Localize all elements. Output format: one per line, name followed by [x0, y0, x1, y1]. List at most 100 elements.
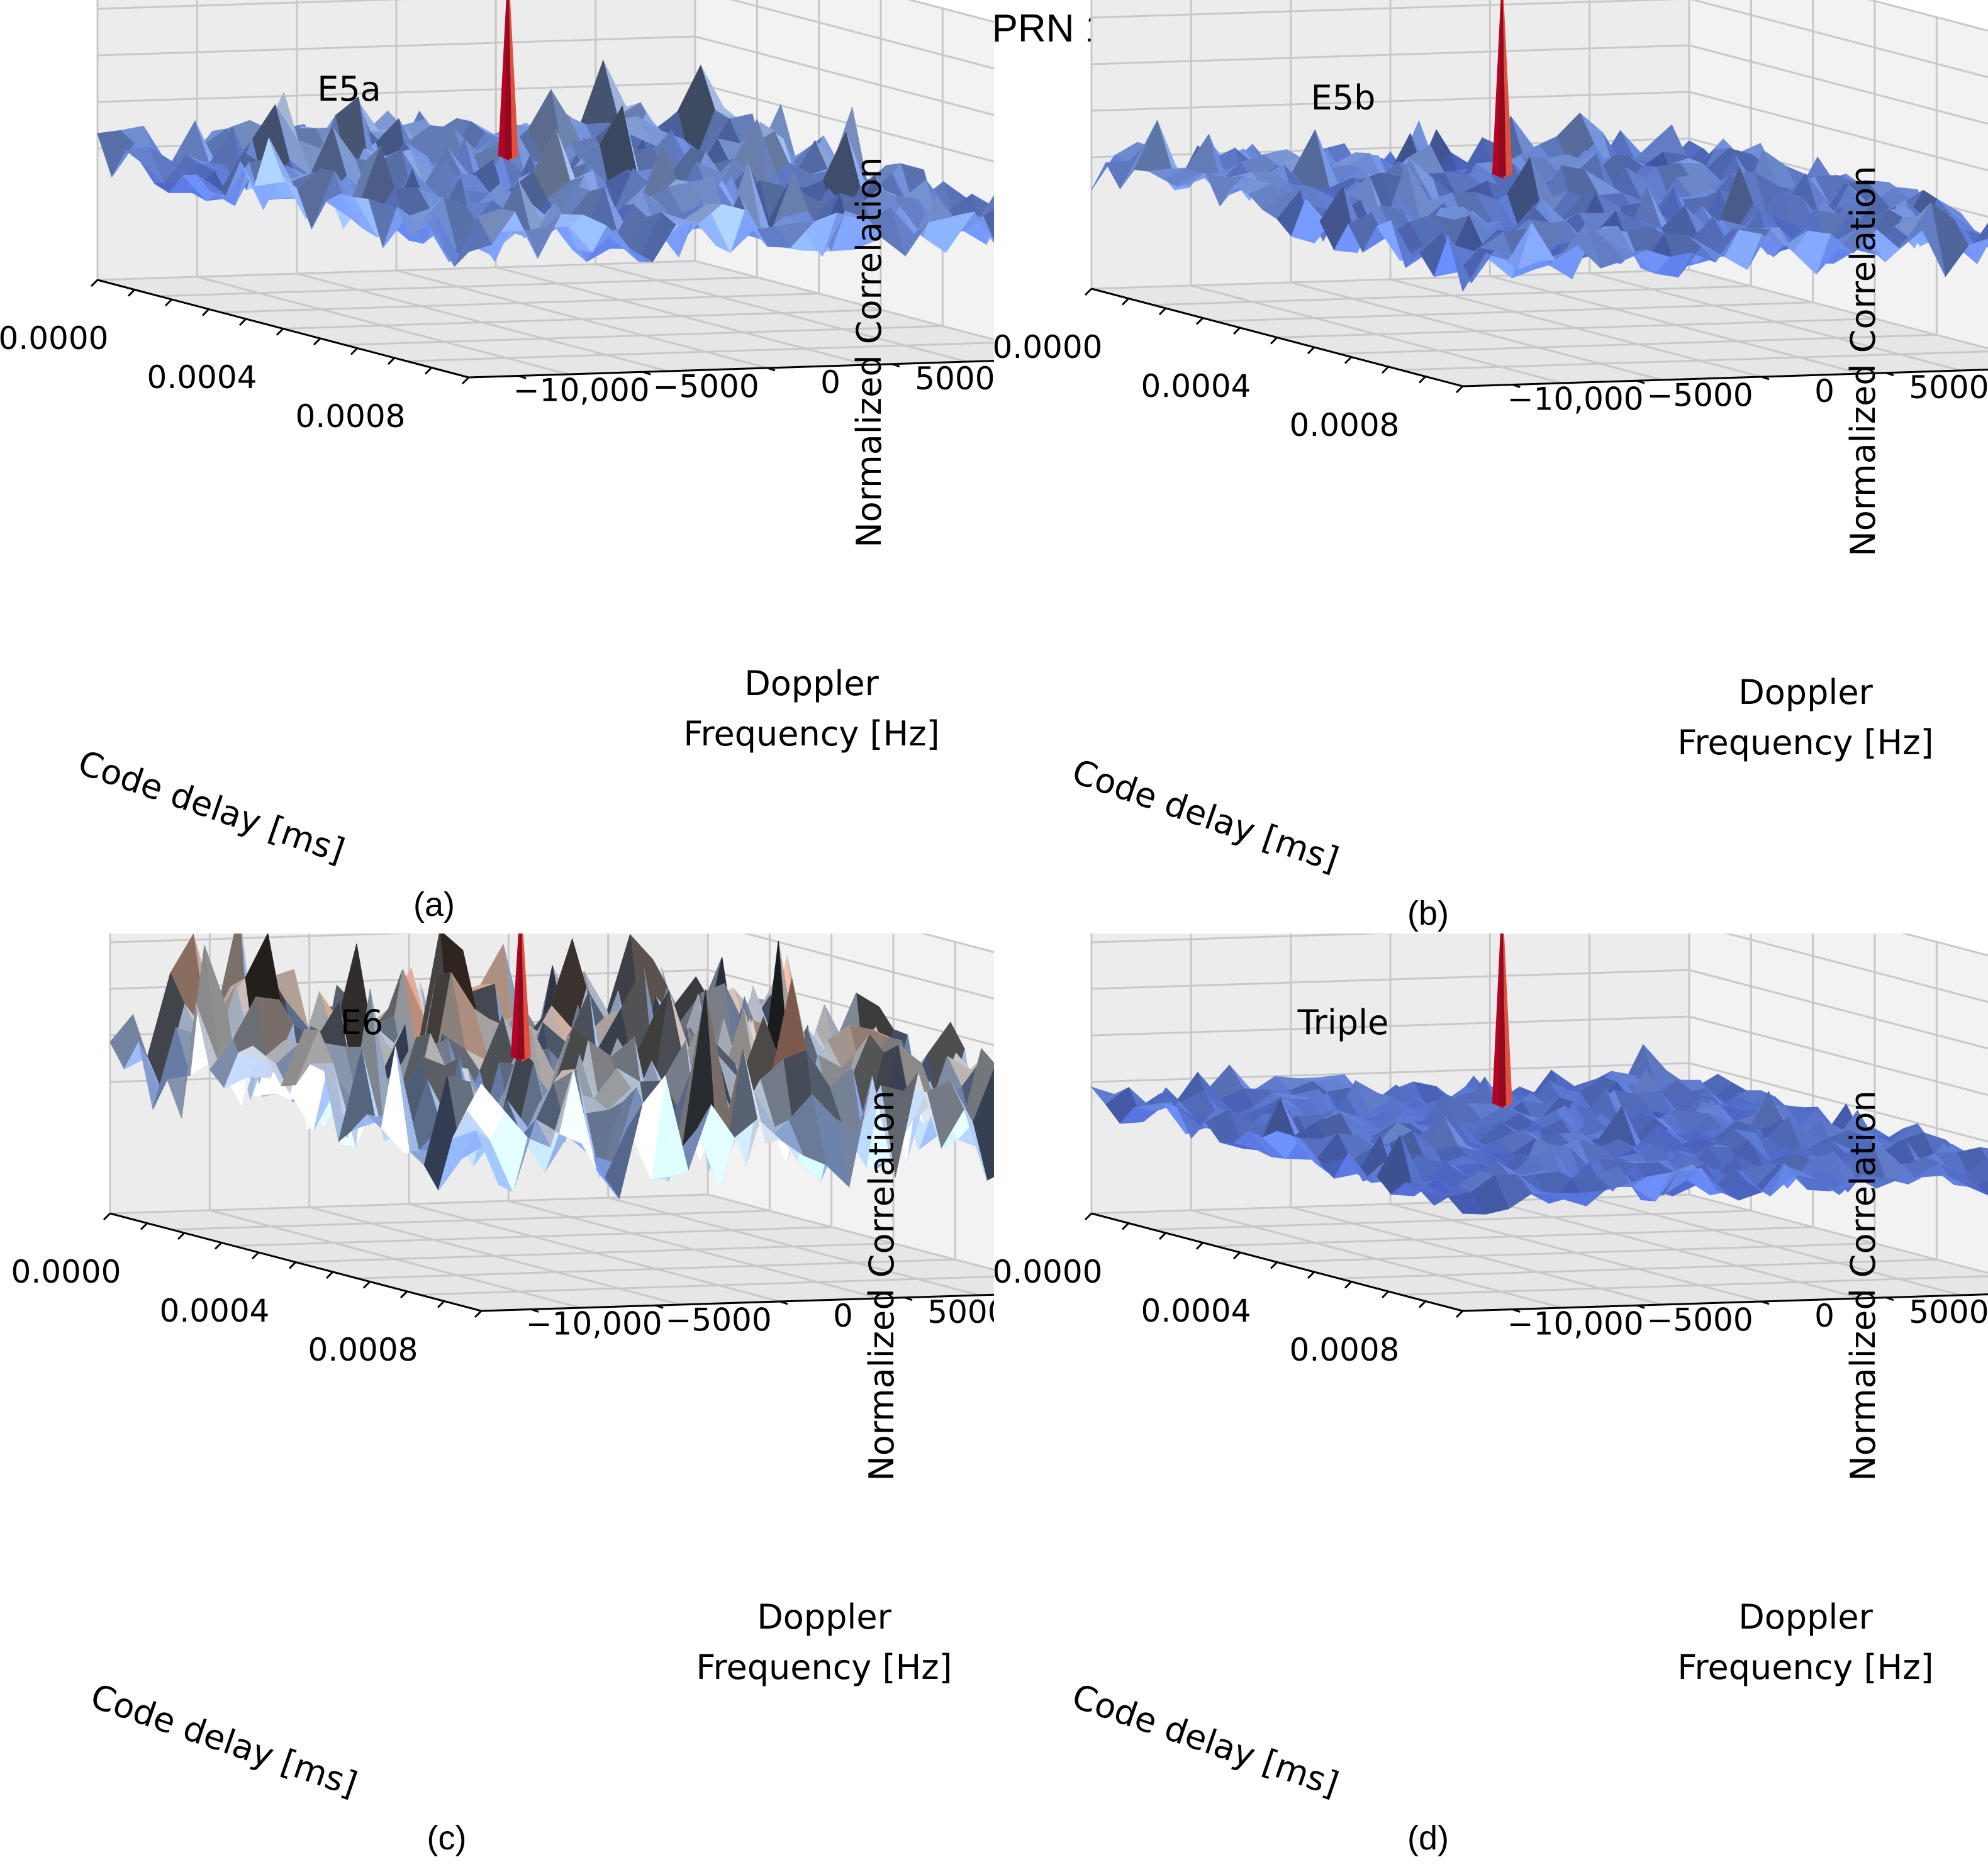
x-tick-mark: [350, 347, 359, 355]
grid-line-z: [97, 35, 994, 116]
x-tick-mark: [1158, 1232, 1167, 1240]
chart-svg: 0.00000.00040.0008−10,000−50000500010,00…: [0, 0, 994, 923]
y-tick-mark: [1761, 376, 1770, 381]
x-tick-mark: [424, 367, 433, 375]
x-tick-mark: [399, 1290, 408, 1299]
y-tick-label: 5000: [1909, 369, 1988, 406]
y-axis-label-line1: Doppler: [1738, 1597, 1873, 1637]
y-tick-mark: [1636, 1304, 1645, 1309]
x-tick-label: 0.0004: [147, 359, 257, 396]
x-tick-mark: [127, 289, 136, 297]
grid-line-y: [1589, 0, 1962, 372]
grid-line-y: [1190, 0, 1563, 384]
x-tick-mark: [1418, 376, 1427, 384]
subplot-triple: 0.00000.00040.0008−10,000−50000500010,00…: [994, 934, 1988, 1867]
x-tick-mark: [164, 298, 173, 307]
x-tick-mark: [1381, 1290, 1390, 1299]
y-tick-label: −5000: [653, 368, 759, 404]
x-tick-label: 0.0008: [1290, 1332, 1400, 1368]
x-tick-mark: [177, 1232, 186, 1240]
y-tick-label: 5000: [927, 1294, 994, 1330]
x-tick-mark: [1158, 307, 1167, 316]
y-tick-label: 0: [1814, 1298, 1834, 1334]
surface-cell: [466, 1083, 505, 1140]
correlation-surface: [1091, 112, 1988, 293]
grid-line-z: [109, 934, 994, 1000]
y-tick-label: −5000: [1647, 1301, 1753, 1338]
grid-line-z: [1901, 934, 1988, 957]
y-axis-label-line2: Frequency [Hz]: [1677, 1647, 1933, 1687]
x-tick-mark: [387, 357, 396, 365]
x-axis-label: Code delay [ms]: [86, 1676, 362, 1805]
y-axis-label-line1: Doppler: [1738, 672, 1873, 712]
grid-line-z: [1091, 0, 1988, 79]
x-tick-mark: [103, 1212, 111, 1221]
y-tick-mark: [1761, 1300, 1770, 1305]
y-tick-mark: [1512, 384, 1521, 388]
correlation-surface: [97, 59, 994, 267]
y-axis-label-line1: Doppler: [744, 664, 879, 703]
x-tick-mark: [1084, 287, 1093, 296]
x-tick-label: 0.0000: [11, 1254, 121, 1290]
x-tick-mark: [1232, 1251, 1241, 1260]
x-tick-mark: [1344, 1281, 1353, 1289]
y-tick-mark: [655, 1304, 664, 1309]
x-tick-mark: [1121, 298, 1130, 306]
grid-line-y: [694, 0, 994, 341]
x-tick-mark: [1307, 1271, 1315, 1279]
x-tick-label: 0.0000: [994, 1254, 1102, 1290]
y-tick-mark: [767, 367, 776, 372]
y-tick-label: −10,000: [513, 372, 650, 409]
x-tick-mark: [1455, 385, 1464, 394]
subplot-e5a: 0.00000.00040.0008−10,000−50000500010,00…: [0, 0, 994, 934]
grid-line-y: [196, 0, 569, 376]
grid-line-z: [1091, 969, 1988, 1050]
grid-line-y: [296, 0, 669, 372]
grid-line-z: [1091, 91, 1988, 172]
x-tick-mark: [461, 376, 470, 385]
y-tick-mark: [1885, 1296, 1894, 1301]
x-tick-label: 0.0000: [0, 320, 108, 357]
grid-line-z: [1867, 0, 1988, 32]
subplot-title: E5a: [317, 69, 381, 109]
y-tick-mark: [530, 1308, 539, 1313]
grid-line-z: [907, 0, 994, 23]
y-tick-label: 5000: [1909, 1294, 1988, 1330]
x-tick-mark: [1084, 1212, 1093, 1221]
x-tick-mark: [276, 328, 284, 336]
z-axis-label: Normalized Correlation: [849, 157, 889, 547]
subplot-caption: (a): [413, 886, 455, 923]
peak-spike-core: [504, 0, 512, 159]
x-axis-label: Code delay [ms]: [1067, 752, 1343, 880]
subplot-e5b: 0.00000.00040.0008−10,000−50000500010,00…: [994, 0, 1988, 934]
grid-line-z: [1091, 1015, 1988, 1096]
x-tick-mark: [1195, 1242, 1204, 1250]
y-tick-label: 0: [820, 364, 840, 401]
grid-line-y: [395, 0, 768, 369]
x-tick-mark: [362, 1281, 371, 1289]
chart-svg: 0.00000.00040.0008−10,000−50000500010,00…: [11, 934, 994, 1857]
x-axis-label: Code delay [ms]: [73, 743, 349, 871]
subplot-title: Triple: [1297, 1003, 1389, 1042]
grid-line-y: [706, 934, 994, 1271]
y-tick-mark: [642, 371, 651, 376]
grid-line-y: [1290, 934, 1663, 1306]
subplot-caption: (b): [1407, 894, 1449, 932]
grid-line-y: [1389, 0, 1762, 378]
x-tick-mark: [201, 308, 210, 316]
axes-3d: 0.00000.00040.0008−10,000−50000500010,00…: [0, 0, 994, 923]
z-axis-label: Normalized Correlation: [862, 1090, 902, 1481]
x-tick-mark: [1307, 346, 1315, 355]
x-tick-mark: [437, 1300, 445, 1308]
surface-cell: [454, 216, 493, 267]
y-tick-label: 5000: [915, 360, 994, 397]
x-tick-mark: [90, 279, 99, 287]
grid-line-y: [1688, 934, 1988, 1274]
grid-line-z: [919, 934, 994, 954]
peak-spike-core: [517, 934, 525, 1059]
x-tick-mark: [140, 1222, 148, 1230]
x-tick-mark: [325, 1271, 334, 1279]
grid-line-z: [1091, 44, 1988, 125]
x-tick-mark: [1455, 1310, 1464, 1318]
x-tick-mark: [1270, 1261, 1278, 1269]
